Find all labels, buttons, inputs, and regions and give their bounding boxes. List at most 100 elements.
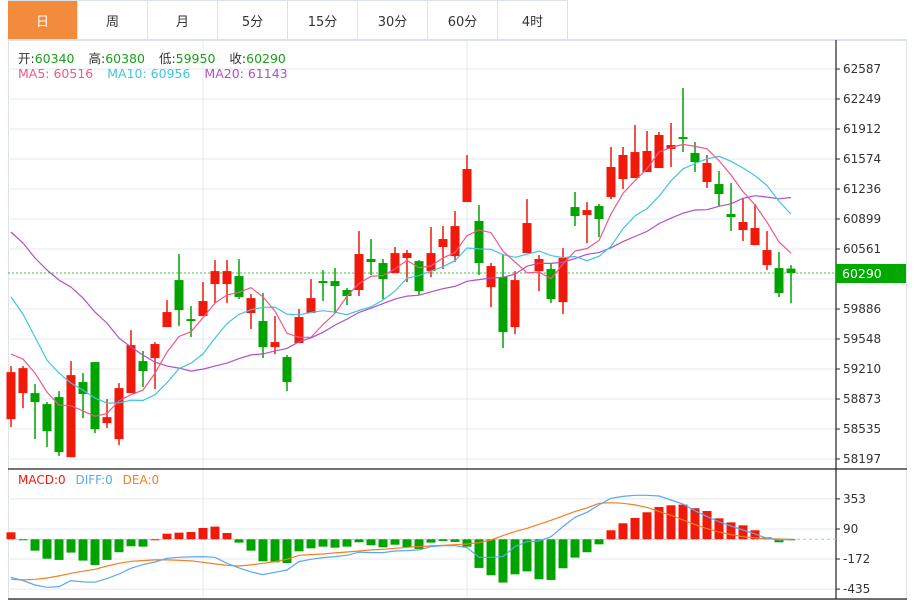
macd-bar [390, 539, 400, 545]
tab-0[interactable]: 日 [8, 1, 78, 40]
macd-bar [330, 539, 340, 548]
candle-body [258, 321, 268, 348]
macd-bar [222, 533, 232, 540]
macd-tick-label: 353 [843, 491, 866, 506]
macd-bar [438, 539, 448, 542]
candle [498, 255, 508, 349]
candle-body [462, 169, 472, 203]
candle-body [102, 417, 112, 424]
macd-bar [342, 539, 352, 547]
high-label: 高: [88, 51, 106, 66]
macd-bar [774, 539, 784, 543]
macd-bar [594, 539, 604, 545]
price-tick-label: 59548 [843, 332, 882, 346]
price-tick-label: 61574 [843, 152, 882, 166]
candle-body [186, 319, 196, 322]
low-label: 低: [158, 51, 176, 66]
macd-bar [666, 505, 676, 540]
ma10-line [10, 155, 792, 404]
candle [246, 294, 256, 330]
candle [54, 391, 64, 457]
macd-bar [546, 539, 556, 580]
macd-bar [534, 539, 544, 580]
candle [150, 342, 160, 390]
candle [546, 263, 556, 304]
candle [6, 366, 16, 428]
candle-body [294, 317, 304, 344]
candle [18, 366, 28, 409]
candle-body [270, 342, 280, 348]
candle-body [594, 205, 604, 220]
candle-body [114, 388, 124, 440]
candle-body [702, 162, 712, 183]
candle [426, 227, 436, 278]
macd-bar [606, 530, 616, 540]
candle [66, 361, 76, 458]
candle-body [198, 301, 208, 317]
candle-body [522, 223, 532, 254]
tab-1[interactable]: 周 [78, 1, 148, 40]
macd-bar [522, 539, 532, 572]
candle [282, 355, 292, 392]
chart-frame [8, 40, 907, 600]
macd-bar [198, 527, 208, 540]
macd-bar [354, 539, 364, 543]
macd-bar [570, 539, 580, 558]
candle [270, 316, 280, 355]
ma-legend: MA5: 60516 MA10: 60956 MA20: 61143 [18, 66, 298, 81]
macd-bar [54, 539, 64, 560]
candle [174, 254, 184, 327]
candle-body [630, 152, 640, 179]
macd-bar [186, 531, 196, 540]
macd-bar [126, 539, 136, 547]
candle [402, 250, 412, 283]
tab-7[interactable]: 4时 [498, 1, 568, 40]
ma5-value: MA5: 60516 [18, 66, 94, 81]
candle [750, 204, 760, 246]
candle-body [42, 404, 52, 432]
candle-body [330, 281, 340, 287]
macd-tick-label: -435 [843, 582, 871, 597]
candle [210, 260, 220, 304]
candle-body [66, 375, 76, 458]
candle-body [498, 277, 508, 333]
macd-bar [630, 518, 640, 540]
candle-body [354, 254, 364, 291]
candle-body [30, 393, 40, 403]
candle-body [786, 268, 796, 274]
tab-4[interactable]: 15分 [288, 1, 358, 40]
candle [450, 211, 460, 263]
candle [738, 198, 748, 242]
price-tick-label: 58535 [843, 422, 882, 436]
macd-bar [618, 523, 628, 540]
tab-6[interactable]: 60分 [428, 1, 498, 40]
candle [666, 123, 676, 167]
price-tick-label: 60561 [843, 242, 882, 256]
open-label: 开: [18, 51, 35, 66]
tab-5[interactable]: 30分 [358, 1, 428, 40]
macd-bar [66, 539, 76, 553]
candle [126, 330, 136, 394]
price-tick-label: 59886 [843, 302, 882, 316]
candle-body [210, 271, 220, 285]
ma20-value: MA20: 61143 [204, 66, 288, 81]
candle-body [138, 361, 148, 372]
candle [678, 88, 688, 153]
price-tick-label: 61236 [843, 182, 882, 196]
candle [714, 170, 724, 206]
candle [630, 125, 640, 179]
close-label: 收: [229, 51, 247, 66]
macd-bar [726, 522, 736, 540]
candle-body [486, 266, 496, 288]
macd-bar [510, 539, 520, 575]
close-value: 60290 [246, 51, 286, 66]
open-value: 60340 [34, 51, 75, 66]
tab-2[interactable]: 月 [148, 1, 218, 40]
candle [486, 263, 496, 308]
candle [690, 142, 700, 173]
ma20-line [10, 195, 792, 372]
candle [642, 131, 652, 173]
candle [522, 199, 532, 254]
macd-tick-label: 90 [843, 521, 859, 536]
tab-3[interactable]: 5分 [218, 1, 288, 40]
